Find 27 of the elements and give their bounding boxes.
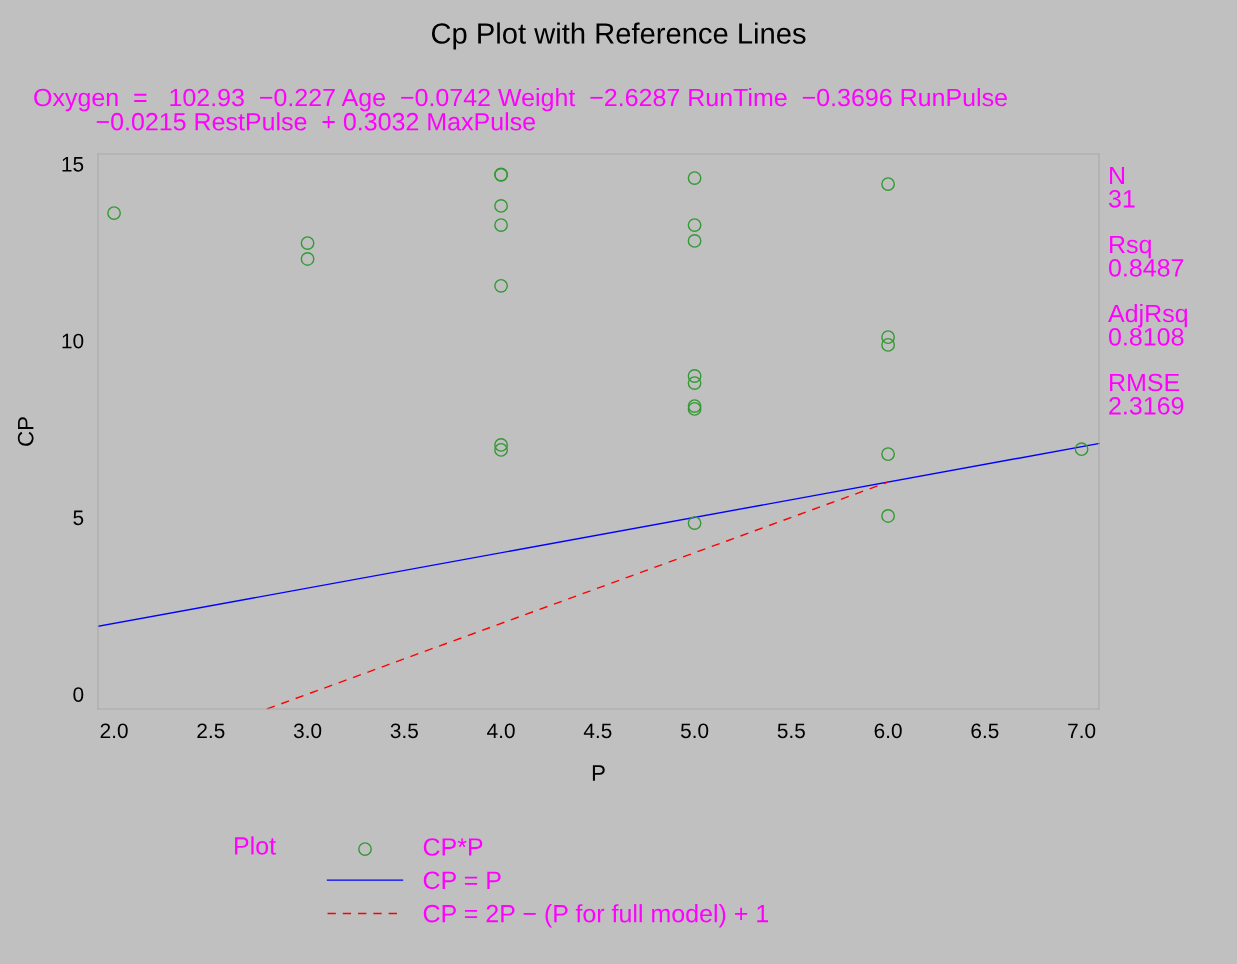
text: Rsq 0.8487 (1108, 235, 1184, 277)
x-axis-title: P (592, 765, 605, 781)
legend-label: CP = P (423, 871, 501, 890)
legend-label: CP = 2P − (P for full model) + 1 (423, 904, 769, 928)
x-tick-label: 5.5 (777, 723, 805, 739)
x-tick-label: 7.0 (1068, 723, 1096, 739)
y-tick-label: 15 (62, 157, 84, 172)
x-tick-label: 6.5 (971, 723, 999, 739)
text: Oxygen = 102.93 −0.227 Age −0.0742 Weight −2.6287 RunTime −0.3696 RunPulse −0.0215 RestPulse + 0.3032 MaxPulse (34, 88, 1007, 131)
x-tick-label: 3.0 (293, 723, 322, 739)
x-tick-label: 3.5 (390, 723, 418, 739)
x-tick-label: 4.0 (487, 723, 515, 739)
y-tick-label: 0 (73, 687, 84, 702)
text: AdjRsq 0.8108 (1108, 304, 1187, 346)
text: N 31 (1108, 166, 1135, 208)
legend-title: Plot (235, 836, 276, 855)
y-axis-title: CP (17, 417, 34, 446)
text: RMSE 2.3169 (1109, 373, 1184, 415)
chart-title: Cp Plot with Reference Lines (431, 22, 806, 50)
x-tick-label: 2.0 (100, 723, 128, 739)
x-tick-label: 2.5 (197, 723, 225, 739)
x-tick-label: 6.0 (874, 723, 902, 739)
x-tick-label: 5.0 (680, 723, 709, 739)
legend-label: CP*P (423, 838, 483, 856)
y-tick-label: 5 (73, 510, 84, 526)
x-tick-label: 4.5 (583, 723, 612, 739)
y-tick-label: 10 (62, 333, 84, 349)
